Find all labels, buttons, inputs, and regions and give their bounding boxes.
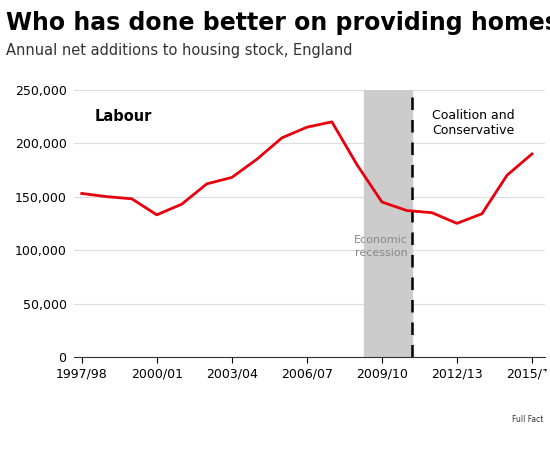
Text: Who has done better on providing homes?: Who has done better on providing homes?	[6, 11, 550, 35]
Text: Annual net additions to housing stock, England: Annual net additions to housing stock, E…	[6, 43, 352, 57]
Text: Source:: Source:	[8, 381, 53, 391]
Text: Labour: Labour	[94, 109, 152, 124]
Text: Economic: Economic	[354, 235, 408, 245]
Text: Department for Communities and Local Government, Housing supply; net: Department for Communities and Local Gov…	[37, 381, 424, 391]
Text: recession: recession	[355, 247, 408, 258]
Polygon shape	[490, 366, 550, 449]
Bar	[365, 90, 412, 357]
Text: Coalition and
Conservative: Coalition and Conservative	[432, 109, 515, 137]
Text: additional dwellings, England: 2015-16, table 1; live housebuilding tables, tabl: additional dwellings, England: 2015-16, …	[8, 418, 448, 427]
Text: Full Fact: Full Fact	[512, 415, 543, 424]
